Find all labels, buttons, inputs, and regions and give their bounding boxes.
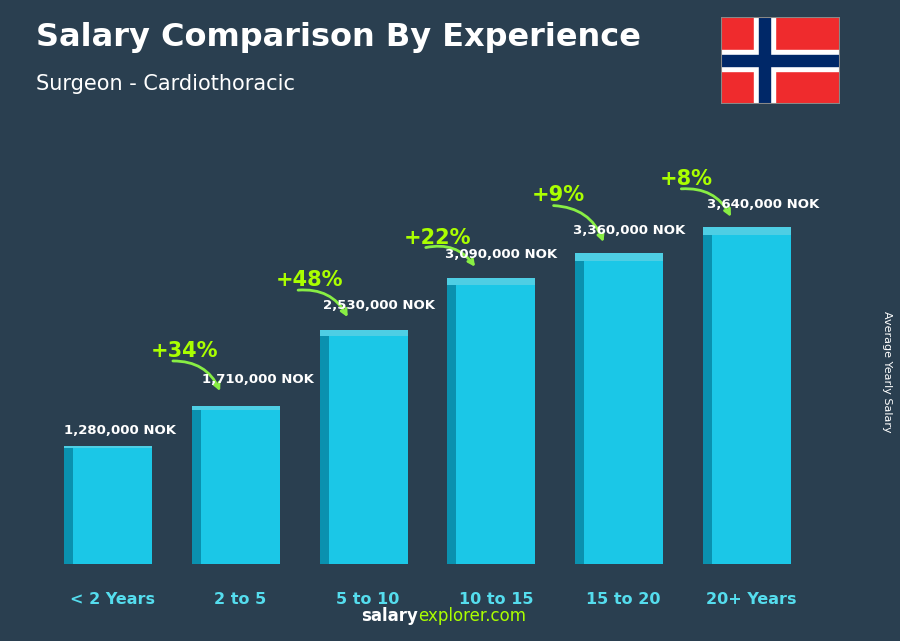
- Text: 3,640,000 NOK: 3,640,000 NOK: [706, 199, 819, 212]
- Bar: [73, 449, 152, 564]
- Bar: [447, 285, 456, 564]
- Text: salary: salary: [362, 607, 418, 625]
- Text: 5 to 10: 5 to 10: [337, 592, 400, 607]
- Bar: [703, 227, 791, 235]
- Bar: [456, 285, 536, 564]
- Text: 3,090,000 NOK: 3,090,000 NOK: [445, 248, 557, 261]
- Text: 1,280,000 NOK: 1,280,000 NOK: [64, 424, 176, 437]
- Bar: [320, 330, 408, 336]
- Bar: [584, 261, 663, 564]
- Text: 2,530,000 NOK: 2,530,000 NOK: [323, 299, 436, 312]
- Text: +48%: +48%: [276, 271, 344, 290]
- Text: Surgeon - Cardiothoracic: Surgeon - Cardiothoracic: [36, 74, 295, 94]
- Bar: [64, 445, 152, 449]
- Bar: [447, 278, 536, 285]
- Text: +9%: +9%: [532, 185, 585, 206]
- Bar: [575, 261, 584, 564]
- Bar: [759, 17, 769, 104]
- Bar: [192, 406, 280, 410]
- Text: 2 to 5: 2 to 5: [214, 592, 266, 607]
- Text: +8%: +8%: [660, 169, 713, 189]
- Text: +22%: +22%: [404, 228, 472, 248]
- Bar: [575, 253, 663, 261]
- Bar: [721, 55, 841, 66]
- Bar: [712, 235, 791, 564]
- Text: +34%: +34%: [151, 341, 219, 361]
- Bar: [320, 336, 328, 564]
- Text: Average Yearly Salary: Average Yearly Salary: [881, 311, 892, 433]
- Text: 3,360,000 NOK: 3,360,000 NOK: [572, 224, 685, 237]
- Bar: [192, 410, 201, 564]
- Text: 10 to 15: 10 to 15: [459, 592, 533, 607]
- Bar: [721, 50, 841, 71]
- Text: explorer.com: explorer.com: [418, 607, 526, 625]
- Text: 20+ Years: 20+ Years: [706, 592, 796, 607]
- Bar: [753, 17, 775, 104]
- Bar: [328, 336, 408, 564]
- Bar: [64, 449, 73, 564]
- Text: Salary Comparison By Experience: Salary Comparison By Experience: [36, 22, 641, 53]
- Text: 15 to 20: 15 to 20: [587, 592, 661, 607]
- Bar: [703, 235, 712, 564]
- Bar: [201, 410, 280, 564]
- Text: 1,710,000 NOK: 1,710,000 NOK: [202, 373, 314, 386]
- Text: < 2 Years: < 2 Years: [70, 592, 155, 607]
